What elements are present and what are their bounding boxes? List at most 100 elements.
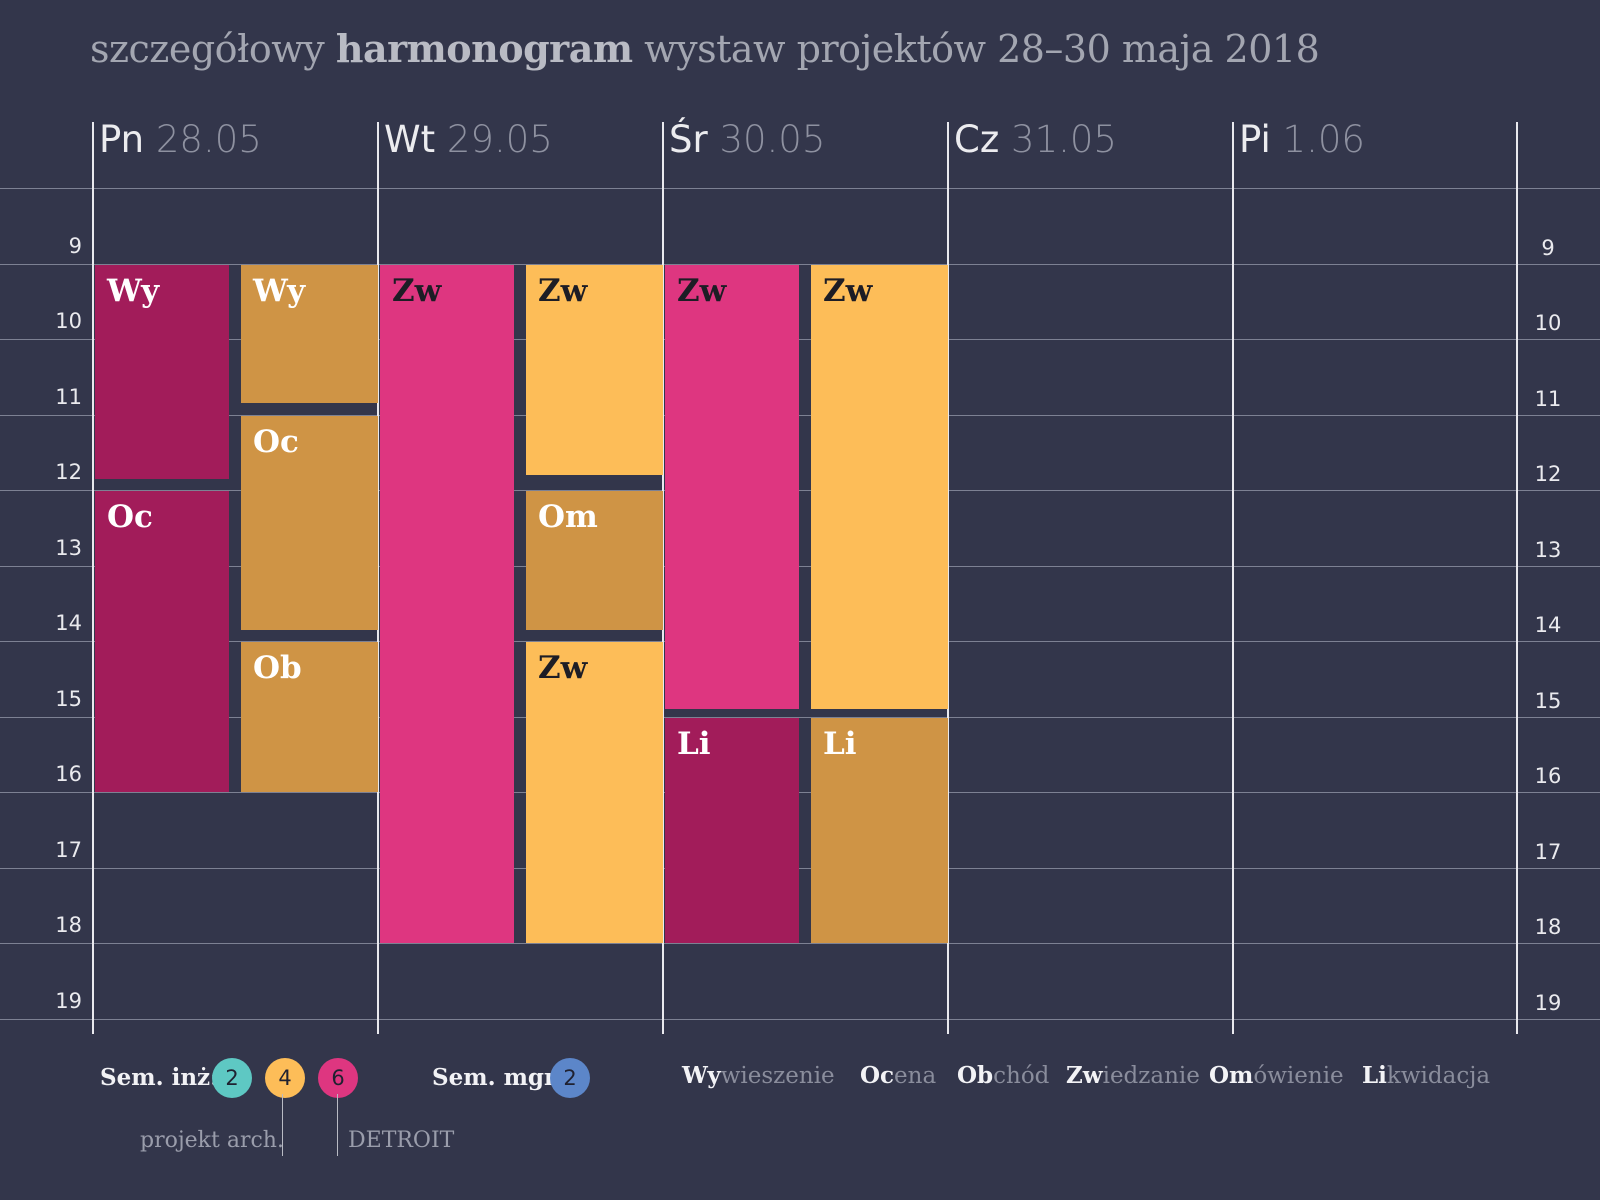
event-block: Zw — [526, 642, 663, 943]
hour-label-left: 12 — [55, 460, 82, 484]
title-prefix: szczegółowy — [90, 27, 325, 71]
event-block: Wy — [241, 264, 378, 404]
hour-label-left: 17 — [55, 837, 82, 862]
event-block: Oc — [95, 491, 229, 792]
event-block: Li — [665, 717, 799, 943]
event-label: Ob — [253, 650, 302, 686]
hour-label-left: 13 — [55, 535, 82, 560]
legend-inz-dot: 4 — [265, 1058, 305, 1098]
legend-tick-left — [282, 1094, 283, 1156]
hour-label-left: 9 — [68, 233, 82, 258]
grid-line — [0, 565, 1600, 567]
grid-line — [0, 414, 1600, 416]
day-name: Cz — [954, 118, 1000, 161]
activity-key-item: Wywieszenie — [682, 1062, 835, 1089]
day-name: Śr — [669, 118, 708, 161]
grid-line — [0, 490, 1600, 491]
grid-line — [0, 792, 1600, 793]
event-label: Li — [823, 725, 857, 762]
day-date: 29.05 — [446, 118, 553, 161]
grid-line — [0, 943, 1600, 944]
day-separator — [1232, 122, 1234, 1034]
grid-line — [0, 641, 1600, 642]
activity-rest: iedzanie — [1102, 1063, 1200, 1089]
legend-inz-dot-value: 6 — [331, 1066, 345, 1090]
activity-key-item: Obchód — [957, 1062, 1049, 1089]
legend-note-projekt: projekt arch. — [140, 1128, 284, 1153]
hour-label-right: 18 — [1534, 915, 1562, 939]
legend-mgr-dot: 2 — [550, 1058, 590, 1098]
hour-label-right: 11 — [1534, 386, 1562, 411]
activity-abbr: Ob — [957, 1062, 994, 1089]
event-block: Zw — [380, 264, 514, 943]
event-label: Om — [538, 499, 598, 535]
title-bold: harmonogram — [335, 26, 633, 71]
activity-rest: wieszenie — [720, 1063, 835, 1089]
day-separator — [92, 122, 94, 1034]
day-header: Śr 30.05 — [669, 118, 825, 161]
day-separator — [947, 122, 949, 1034]
hour-label-right: 19 — [1534, 990, 1562, 1015]
activity-abbr: Li — [1362, 1062, 1387, 1089]
legend-mgr-text: Sem. mgr: — [432, 1064, 565, 1091]
activity-key-item: Zwiedzanie — [1066, 1062, 1200, 1089]
hour-label-right: 14 — [1534, 613, 1562, 637]
hour-label-left: 18 — [55, 913, 82, 937]
day-name: Pn — [99, 118, 145, 161]
hour-label-left: 15 — [55, 686, 82, 711]
hour-label-right: 15 — [1534, 688, 1562, 713]
legend-inz-dot-value: 4 — [278, 1066, 292, 1090]
legend-mgr-dot-value: 2 — [563, 1066, 577, 1090]
event-block: Wy — [95, 264, 229, 479]
legend-inz-dot-value: 2 — [225, 1066, 239, 1090]
hour-label-left: 10 — [55, 309, 82, 333]
activity-rest: ówienie — [1253, 1063, 1344, 1089]
activity-rest: kwidacja — [1386, 1063, 1491, 1089]
activity-abbr: Wy — [682, 1062, 721, 1089]
grid-line — [0, 716, 1600, 718]
activity-key-item: Likwidacja — [1362, 1062, 1490, 1089]
day-name: Wt — [384, 118, 436, 161]
activity-abbr: Om — [1209, 1062, 1254, 1089]
event-label: Zw — [677, 272, 727, 309]
event-block: Ob — [241, 642, 378, 792]
event-label: Zw — [538, 650, 588, 686]
activity-key-item: Omówienie — [1209, 1062, 1344, 1089]
legend-inz-label: Sem. inż: — [100, 1064, 219, 1091]
day-header: Pn 28.05 — [99, 118, 262, 161]
title-suffix: wystaw projektów 28–30 maja 2018 — [644, 27, 1320, 71]
grid-line — [0, 263, 1600, 265]
hour-label-right: 12 — [1534, 462, 1562, 486]
event-block: Zw — [811, 264, 948, 709]
legend-inz-text: Sem. inż: — [100, 1064, 219, 1091]
day-separator — [662, 122, 664, 1034]
legend-tick-right — [337, 1094, 338, 1156]
activity-abbr: Oc — [860, 1062, 895, 1089]
hour-label-right: 16 — [1534, 764, 1562, 788]
grid-line — [0, 188, 1600, 189]
event-block: Oc — [241, 415, 378, 630]
grid-line — [0, 867, 1600, 869]
hour-label-right: 17 — [1534, 839, 1562, 864]
event-block: Om — [526, 491, 663, 630]
day-header: Pi 1.06 — [1239, 118, 1365, 161]
event-label: Zw — [538, 272, 588, 309]
legend-inz-dot: 2 — [212, 1058, 252, 1098]
event-label: Zw — [392, 272, 442, 309]
event-block: Zw — [665, 264, 799, 709]
day-date: 1.06 — [1282, 118, 1365, 161]
event-label: Oc — [107, 499, 153, 535]
legend-note-detroit: DETROIT — [348, 1128, 455, 1153]
hour-label-left: 16 — [55, 762, 82, 786]
activity-rest: ena — [894, 1063, 937, 1089]
activity-abbr: Zw — [1066, 1062, 1103, 1089]
event-label: Zw — [823, 272, 873, 309]
page-title: szczegółowy harmonogram wystaw projektów… — [90, 26, 1320, 71]
day-date: 28.05 — [155, 118, 262, 161]
activity-key-item: Ocena — [860, 1062, 936, 1089]
hour-label-right: 9 — [1541, 235, 1555, 260]
hour-label-left: 19 — [55, 988, 82, 1013]
event-label: Oc — [253, 423, 299, 460]
activity-rest: chód — [993, 1063, 1050, 1089]
event-label: Li — [677, 725, 711, 762]
